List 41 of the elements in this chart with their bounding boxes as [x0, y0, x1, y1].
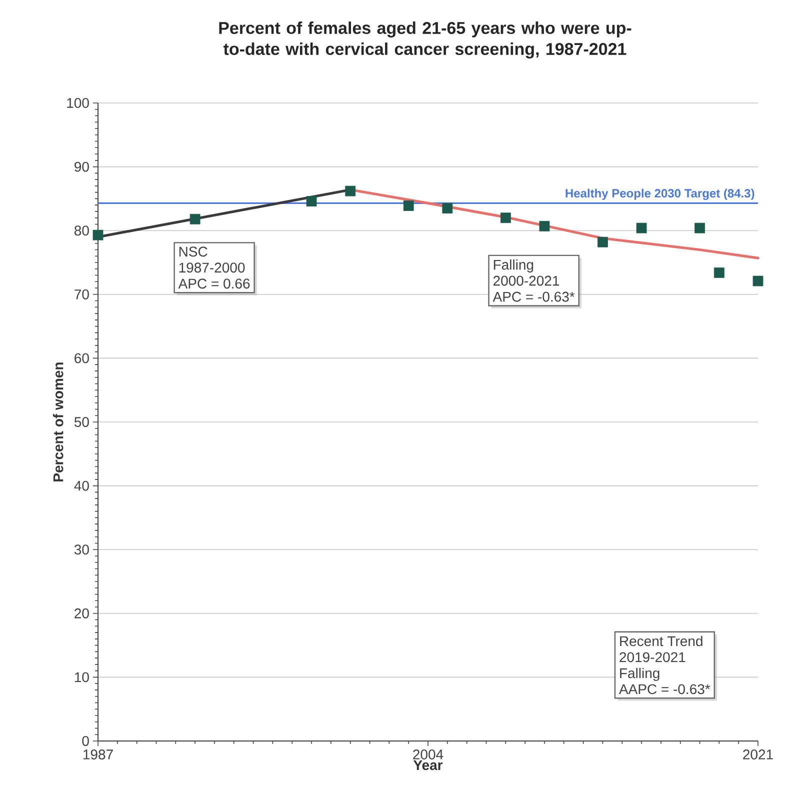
point — [306, 196, 317, 206]
point — [345, 186, 356, 196]
annotation: 2019-2021 — [620, 652, 686, 662]
y-tick-label: 60 — [74, 353, 89, 364]
x-tick-label: 2004 — [413, 750, 444, 760]
y-tick-label: 20 — [74, 608, 89, 618]
point — [403, 200, 414, 211]
annotation: Falling — [620, 668, 660, 681]
x-axis-title: Year — [413, 760, 443, 770]
annotation: 1987-2000 — [179, 262, 245, 273]
y-tick-label: 100 — [67, 98, 89, 108]
y-tick-label: 30 — [74, 544, 89, 555]
annotation: AAPC = -0.63* — [618, 684, 710, 694]
point — [714, 268, 724, 278]
point — [598, 236, 608, 248]
x-tick-label: 2021 — [743, 750, 773, 760]
y-tick-label: 70 — [74, 289, 89, 300]
point — [694, 222, 705, 234]
y-axis-title: Percent of women — [52, 362, 64, 482]
annotation: Falling — [494, 259, 534, 272]
annotation: NSC — [179, 246, 208, 257]
annotation: APC = 0.66 — [178, 278, 250, 289]
point — [636, 222, 647, 234]
y-tick-label: 90 — [74, 162, 89, 172]
y-tick-label: 10 — [74, 672, 89, 682]
point — [190, 214, 200, 224]
annotation: 2000-2021 — [493, 276, 560, 286]
ref-line-label: Healthy People 2030 Target (84.3) — [566, 188, 754, 200]
point — [442, 203, 453, 214]
annotation: Recent Trend — [620, 636, 702, 646]
point — [752, 276, 764, 286]
point — [500, 212, 511, 224]
chart-title: Percent of females aged 21-65 years who were up-to-date with cervical cancer screening, 1987-2021 — [219, 22, 632, 58]
y-tick-label: 40 — [74, 480, 89, 491]
x-tick-label: 1987 — [83, 750, 113, 760]
y-tick-label: 0 — [82, 736, 89, 746]
point — [539, 220, 550, 232]
annotation: APC = -0.63* — [492, 292, 575, 302]
point — [92, 230, 104, 240]
y-tick-label: 50 — [74, 417, 89, 427]
y-tick-label: 80 — [74, 226, 89, 236]
